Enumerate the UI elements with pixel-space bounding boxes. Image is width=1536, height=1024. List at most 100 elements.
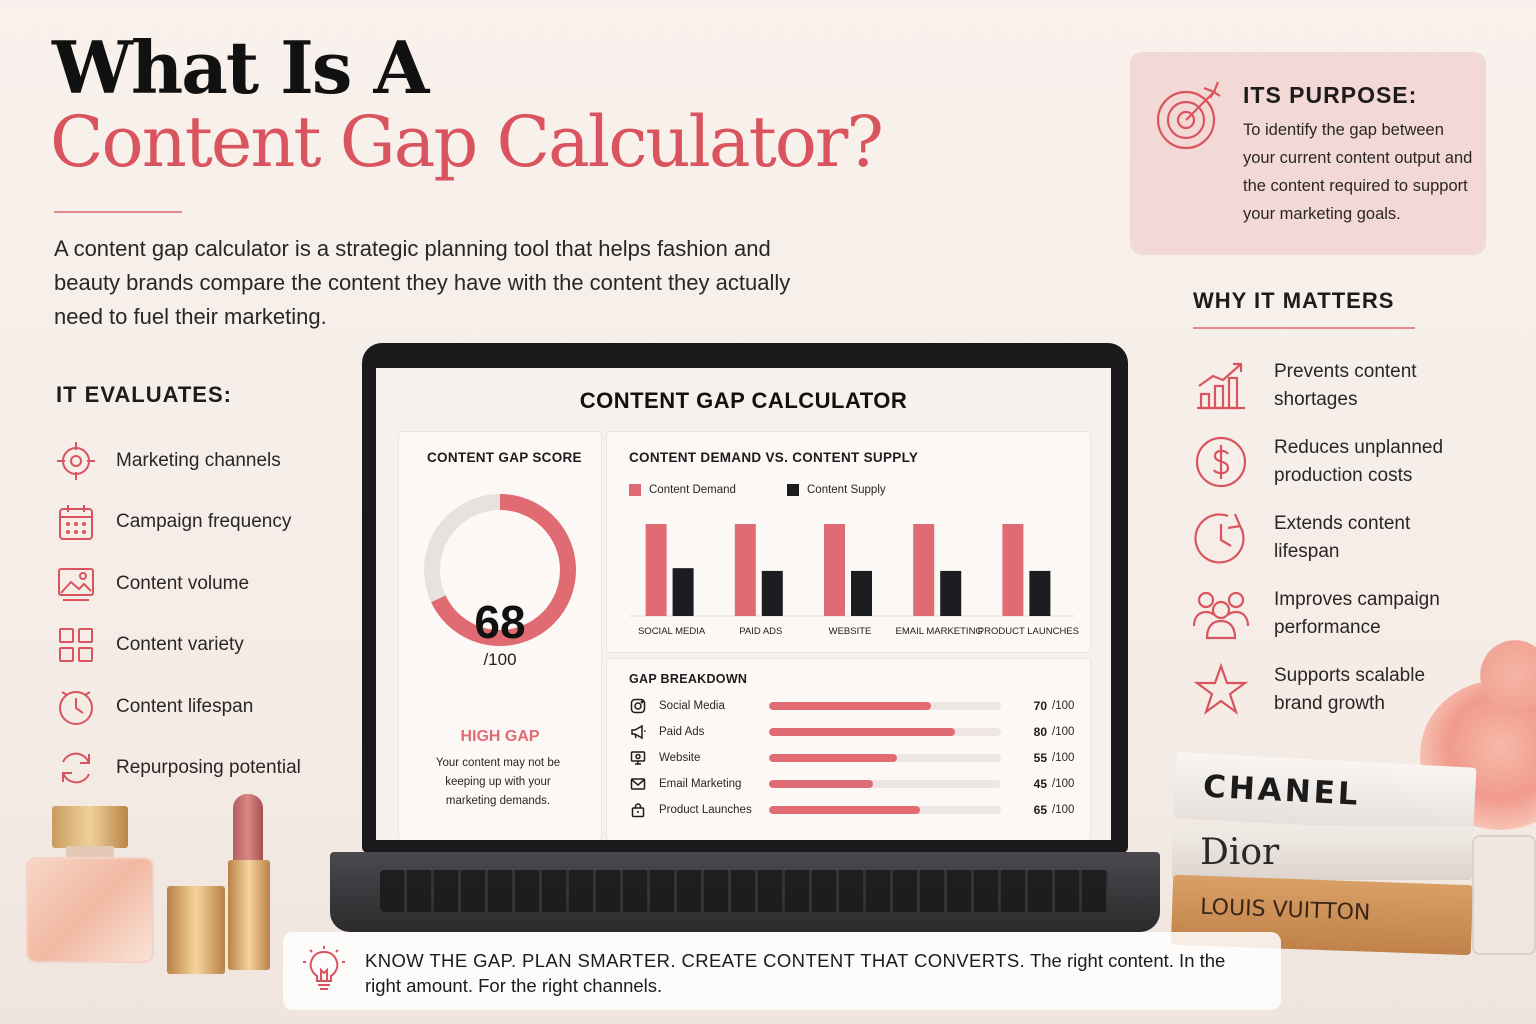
bar-demand-email-marketing bbox=[913, 524, 935, 616]
gap-value: 55 bbox=[1033, 751, 1047, 765]
lightbulb-icon bbox=[303, 946, 345, 999]
list-item: Prevents content shortages bbox=[1190, 348, 1490, 424]
gap-bar-fill bbox=[769, 754, 897, 762]
bar-demand-website bbox=[824, 524, 845, 616]
gap-value: 45 bbox=[1033, 777, 1047, 791]
monitor-icon bbox=[629, 749, 647, 767]
gap-bar-fill bbox=[769, 780, 874, 788]
list-item: Content lifespan bbox=[54, 676, 354, 738]
score-gauge bbox=[424, 494, 576, 646]
gap-row-email-marketing: Email Marketing 45 /100 bbox=[629, 771, 1075, 797]
title-divider bbox=[54, 211, 182, 213]
evaluates-heading: IT EVALUATES: bbox=[56, 382, 232, 407]
laptop-keyboard bbox=[380, 870, 1108, 912]
target-arrow-icon bbox=[1154, 80, 1222, 157]
demand-supply-panel: CONTENT DEMAND VS. CONTENT SUPPLY Conten… bbox=[606, 431, 1091, 653]
legend-label-demand: Content Demand bbox=[649, 484, 736, 496]
why-heading: WHY IT MATTERS bbox=[1193, 288, 1395, 313]
list-item: Improves campaign performance bbox=[1190, 576, 1490, 652]
bar-demand-product-launches bbox=[1002, 524, 1024, 616]
refresh-icon bbox=[54, 746, 98, 790]
glass-vase bbox=[1472, 835, 1536, 955]
gap-value: 65 bbox=[1033, 803, 1047, 817]
intro-paragraph: A content gap calculator is a strategic … bbox=[54, 236, 791, 329]
growth-chart-icon bbox=[1190, 355, 1252, 417]
page-title-line2: Content Gap Calculator? bbox=[50, 101, 884, 183]
megaphone-icon bbox=[629, 723, 647, 741]
legend-label-supply: Content Supply bbox=[807, 484, 886, 496]
gap-breakdown-panel: GAP BREAKDOWN Social Media 70 /100 Paid … bbox=[606, 658, 1091, 840]
gap-bar-track bbox=[769, 702, 1001, 710]
list-item: Extends content lifespan bbox=[1190, 500, 1490, 576]
why-label: Extends content lifespan bbox=[1274, 513, 1411, 562]
gap-unit: /100 bbox=[1052, 700, 1075, 712]
evaluates-label: Content lifespan bbox=[116, 695, 254, 717]
why-list: Prevents content shortages Reduces unpla… bbox=[1190, 348, 1490, 728]
score-panel: CONTENT GAP SCORE 68 /100 HIGH GAP Your … bbox=[398, 431, 602, 840]
score-panel-label: CONTENT GAP SCORE bbox=[427, 450, 582, 465]
x-tick-label: EMAIL MARKETING bbox=[896, 626, 983, 637]
target-icon bbox=[54, 439, 98, 483]
gap-breakdown-label: GAP BREAKDOWN bbox=[629, 672, 748, 686]
evaluates-label: Content variety bbox=[116, 634, 244, 656]
list-item: Supports scalable brand growth bbox=[1190, 652, 1490, 728]
list-item: Content variety bbox=[54, 615, 354, 677]
gap-row-paid-ads: Paid Ads 80 /100 bbox=[629, 719, 1075, 745]
purpose-card: ITS PURPOSE: To identify the gap between… bbox=[1130, 52, 1486, 255]
instagram-icon bbox=[629, 697, 647, 715]
calendar-icon bbox=[54, 500, 98, 544]
tagline-rest: The right content. In the right amount. … bbox=[365, 950, 1226, 996]
perfume-cap bbox=[52, 806, 128, 848]
tagline-text: KNOW THE GAP. PLAN SMARTER. CREATE CONTE… bbox=[365, 948, 1265, 998]
calculator-screen: CONTENT GAP CALCULATOR CONTENT GAP SCORE… bbox=[376, 368, 1111, 840]
gap-row-website: Website 55 /100 bbox=[629, 745, 1075, 771]
x-tick-label: SOCIAL MEDIA bbox=[638, 626, 706, 637]
legend-supply: Content Supply bbox=[787, 484, 886, 496]
x-tick-label: PRODUCT LAUNCHES bbox=[978, 626, 1079, 637]
lipstick-tube bbox=[228, 860, 270, 970]
clock-icon bbox=[1190, 507, 1252, 569]
gap-bar-track bbox=[769, 806, 1001, 814]
gap-name: Website bbox=[659, 752, 701, 764]
evaluates-label: Repurposing potential bbox=[116, 757, 301, 779]
lipstick-bullet bbox=[233, 794, 263, 864]
list-item: Repurposing potential bbox=[54, 738, 354, 800]
legend-swatch-supply bbox=[787, 484, 799, 496]
x-tick-label: WEBSITE bbox=[829, 626, 872, 637]
bar-supply-paid-ads bbox=[761, 570, 783, 616]
calculator-title: CONTENT GAP CALCULATOR bbox=[579, 388, 908, 413]
grid-icon bbox=[54, 623, 98, 667]
gap-name: Social Media bbox=[659, 700, 725, 712]
why-label: Supports scalable brand growth bbox=[1274, 665, 1426, 714]
why-label: Improves campaign performance bbox=[1274, 589, 1440, 638]
page-title-line1: What Is A bbox=[52, 25, 429, 110]
why-divider bbox=[1193, 327, 1415, 329]
legend-demand: Content Demand bbox=[629, 484, 736, 496]
evaluates-label: Campaign frequency bbox=[116, 511, 292, 533]
lipstick-cap bbox=[167, 886, 225, 974]
score-message: Your content may not be keeping up with … bbox=[435, 757, 561, 807]
why-label: Prevents content shortages bbox=[1274, 361, 1417, 410]
legend-swatch-demand bbox=[629, 484, 641, 496]
bar-supply-website bbox=[851, 570, 872, 616]
perfume-bottle bbox=[26, 857, 154, 963]
star-icon bbox=[1190, 659, 1252, 721]
gap-bar-fill bbox=[769, 702, 932, 710]
list-item: Reduces unplanned production costs bbox=[1190, 424, 1490, 500]
x-tick-label: PAID ADS bbox=[739, 626, 782, 637]
bar-demand-social-media bbox=[645, 524, 667, 616]
bar-supply-product-launches bbox=[1029, 570, 1051, 616]
evaluates-label: Marketing channels bbox=[116, 449, 281, 471]
gap-name: Product Launches bbox=[659, 804, 752, 816]
gap-name: Email Marketing bbox=[659, 778, 742, 790]
list-item: Campaign frequency bbox=[54, 492, 354, 554]
gap-value: 80 bbox=[1033, 725, 1047, 739]
gap-row-product-launches: Product Launches 65 /100 bbox=[629, 797, 1075, 823]
bar-chart: SOCIAL MEDIA PAID ADS WEBSITE EMAIL MARKETI… bbox=[629, 524, 1079, 637]
evaluates-label: Content volume bbox=[116, 572, 250, 594]
bar-supply-social-media bbox=[672, 568, 694, 616]
bar-supply-email-marketing bbox=[940, 570, 962, 616]
gap-name: Paid Ads bbox=[659, 726, 705, 738]
gap-bar-track bbox=[769, 728, 1001, 736]
list-item: Content volume bbox=[54, 553, 354, 615]
